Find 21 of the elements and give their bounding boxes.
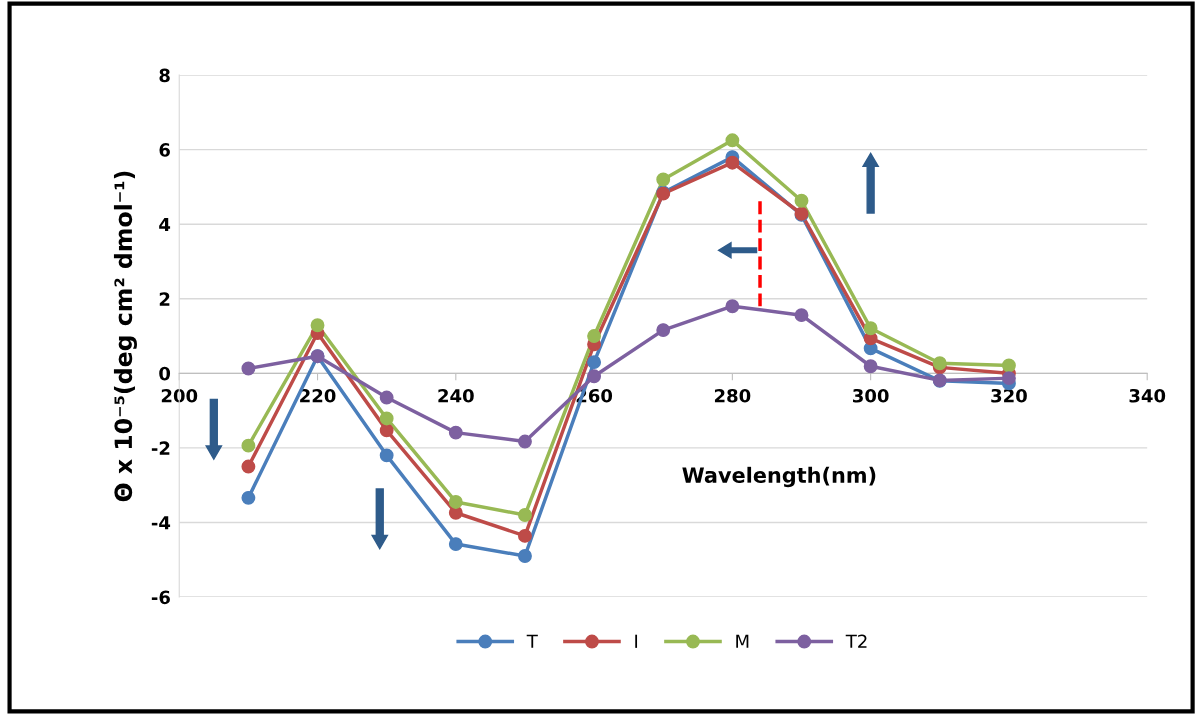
y-tick-label: -2	[151, 441, 170, 455]
y-tick-label: 4	[159, 217, 171, 232]
y-tick-label: 0	[159, 366, 171, 381]
x-tick-label: 220	[300, 388, 336, 403]
x-tick-label: 340	[1129, 388, 1166, 403]
y-tick-label: 6	[159, 143, 170, 157]
legend-label: I	[635, 634, 638, 648]
x-axis-title: Wavelength(nm)	[682, 466, 876, 488]
x-tick-label: 300	[853, 388, 889, 403]
y-tick-label: 8	[159, 68, 170, 83]
legend-label: T2	[845, 634, 867, 648]
x-tick-label: 320	[991, 388, 1027, 403]
x-tick-label: 200	[161, 388, 198, 403]
y-tick-label: 2	[159, 292, 170, 306]
x-tick-label: 240	[438, 388, 474, 403]
y-tick-label: -4	[151, 516, 171, 530]
legend-label: M	[736, 634, 749, 648]
x-tick-label: 280	[714, 388, 751, 403]
y-axis-title: Θ x 10⁻⁵(deg cm² dmol⁻¹)	[113, 171, 137, 502]
legend-label: T	[526, 634, 538, 648]
y-tick-label: -6	[151, 590, 170, 605]
